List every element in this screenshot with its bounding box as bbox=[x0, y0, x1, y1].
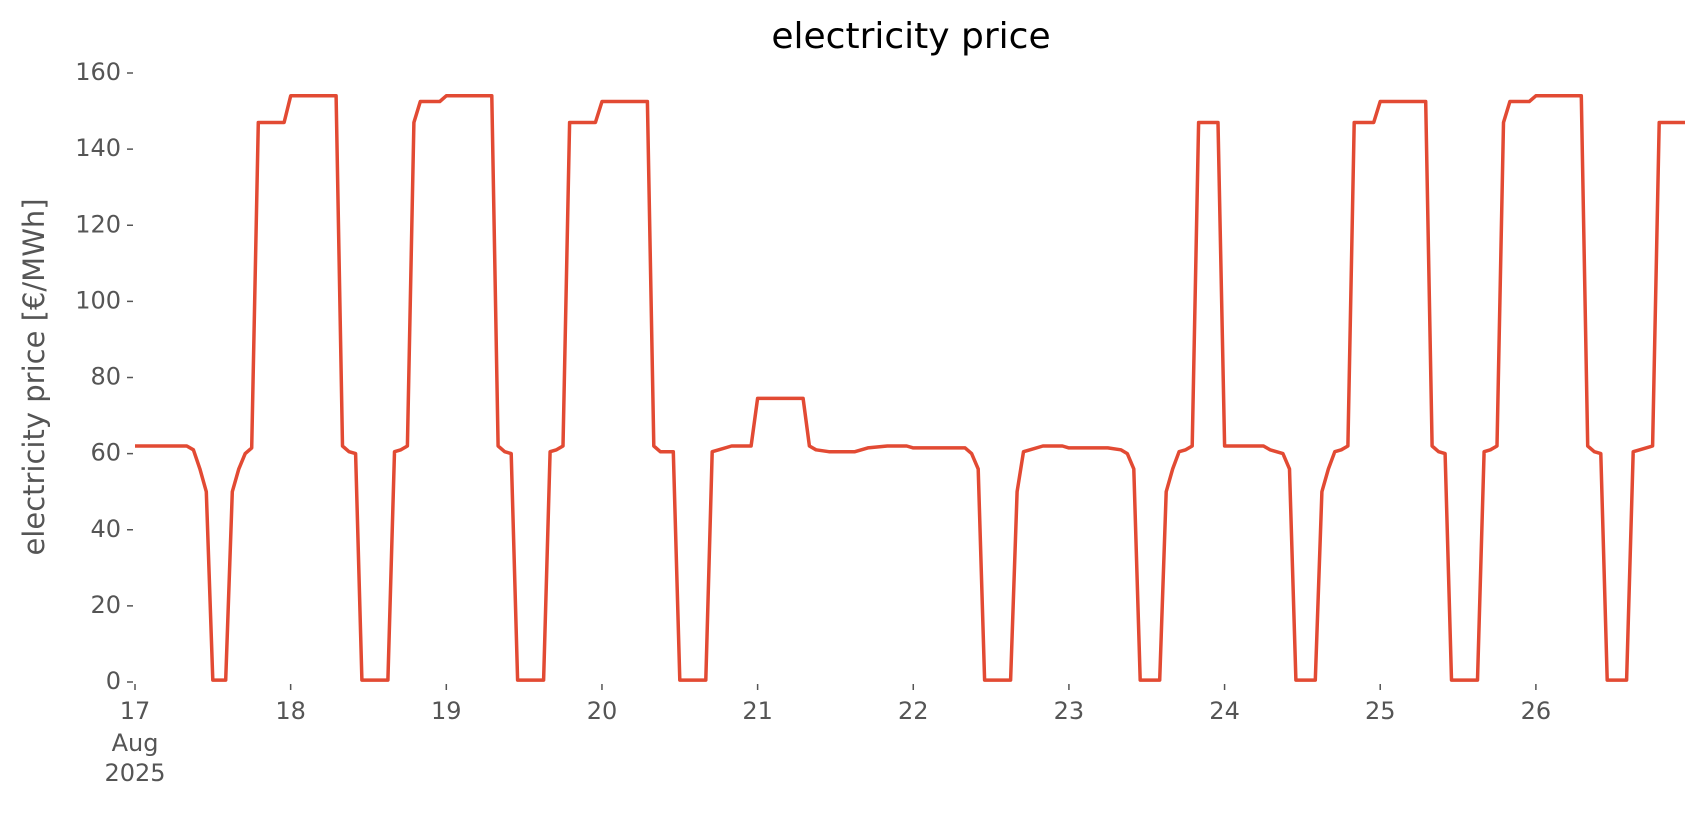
y-tick-label: 140 bbox=[75, 134, 121, 162]
chart-title: electricity price bbox=[771, 16, 1050, 57]
x-tick-label: 17 bbox=[120, 697, 151, 725]
x-tick-label: 24 bbox=[1209, 697, 1240, 725]
x-tick-label: 19 bbox=[431, 697, 462, 725]
x-tick-sublabel: 2025 bbox=[104, 759, 165, 787]
x-tick-sublabel: Aug bbox=[112, 729, 159, 757]
y-tick-label: 160 bbox=[75, 58, 121, 86]
y-axis-label: electricity price [€/MWh] bbox=[17, 198, 51, 555]
y-tick-label: 40 bbox=[90, 515, 121, 543]
x-tick-label: 26 bbox=[1521, 697, 1552, 725]
y-tick-label: 20 bbox=[90, 591, 121, 619]
x-tick-label: 23 bbox=[1054, 697, 1085, 725]
price-line bbox=[135, 94, 1685, 682]
y-tick-label: 120 bbox=[75, 210, 121, 238]
y-tick-label: 60 bbox=[90, 439, 121, 467]
x-tick-label: 25 bbox=[1365, 697, 1396, 725]
y-tick-label: 80 bbox=[90, 363, 121, 391]
y-tick-label: 100 bbox=[75, 286, 121, 314]
x-tick-label: 18 bbox=[275, 697, 306, 725]
y-tick-label: 0 bbox=[106, 667, 121, 695]
x-tick-label: 20 bbox=[587, 697, 618, 725]
x-tick-label: 21 bbox=[742, 697, 773, 725]
x-tick-label: 22 bbox=[898, 697, 929, 725]
